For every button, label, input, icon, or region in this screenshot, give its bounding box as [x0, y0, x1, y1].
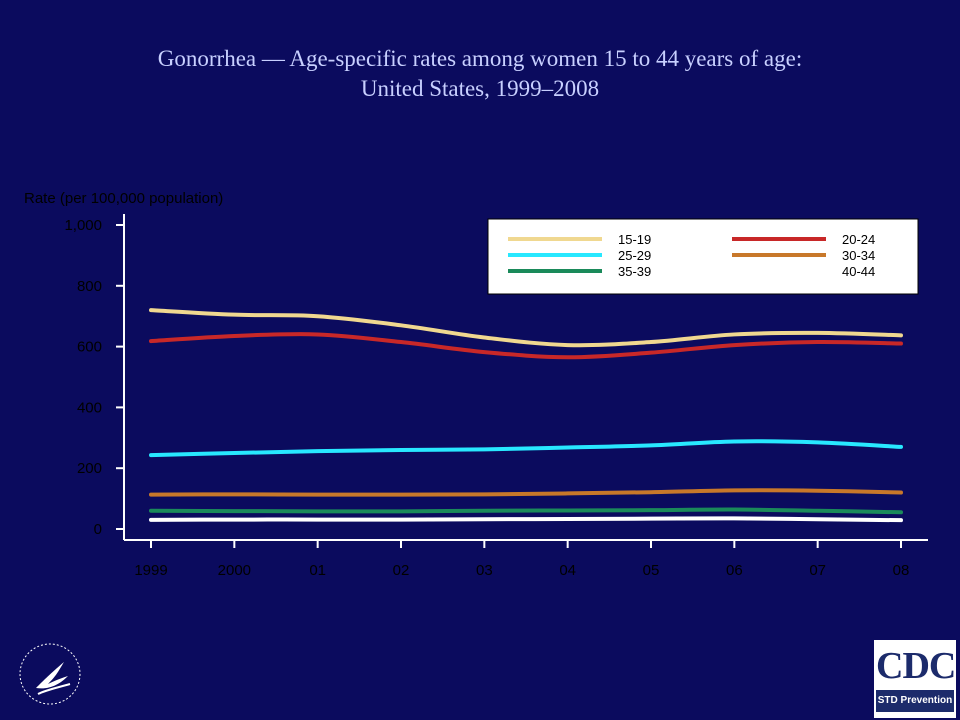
- series-line-30-34: [149, 488, 903, 497]
- chart-title-line-2: United States, 1999–2008: [360, 76, 600, 101]
- series-line-40-44: [149, 516, 903, 523]
- y-tick-label: 800: [77, 278, 102, 295]
- y-tick-label: 1,000: [64, 217, 102, 234]
- y-tick-label: 0: [94, 521, 102, 538]
- series-line-25-29: [149, 439, 903, 458]
- series-line-20-24: [149, 332, 903, 360]
- x-tick-label: 03: [476, 562, 493, 579]
- x-tick-label: 08: [893, 562, 910, 579]
- x-tick-label: 01: [309, 562, 326, 579]
- y-axis-label: Rate (per 100,000 population): [24, 190, 223, 207]
- y-tick-label: 600: [77, 339, 102, 356]
- x-tick-label: 04: [559, 562, 576, 579]
- cdc-logo-text: CDC: [876, 642, 956, 690]
- x-tick-label: 06: [726, 562, 743, 579]
- cdc-logo: CDC STD Prevention: [874, 640, 956, 718]
- legend-label-15-19: 15-19: [618, 232, 651, 247]
- series-line-35-39: [149, 507, 903, 515]
- legend-label-30-34: 30-34: [842, 248, 875, 263]
- y-tick-label: 400: [77, 399, 102, 416]
- hhs-seal-icon: [19, 643, 81, 705]
- y-tick-label: 200: [77, 460, 102, 477]
- x-tick-label: 1999: [134, 562, 167, 579]
- legend-label-25-29: 25-29: [618, 248, 651, 263]
- x-tick-label: 02: [393, 562, 410, 579]
- x-tick-label: 2000: [218, 562, 251, 579]
- series-line-15-19: [149, 308, 903, 348]
- legend-label-40-44: 40-44: [842, 264, 875, 279]
- legend-label-20-24: 20-24: [842, 232, 875, 247]
- legend-label-35-39: 35-39: [618, 264, 651, 279]
- x-tick-label: 07: [809, 562, 826, 579]
- x-tick-label: 05: [643, 562, 660, 579]
- chart-title: Gonorrhea — Age-specific rates among wom…: [0, 44, 960, 104]
- cdc-logo-subtext: STD Prevention: [876, 690, 954, 712]
- chart-title-line-1: Gonorrhea — Age-specific rates among wom…: [157, 46, 803, 71]
